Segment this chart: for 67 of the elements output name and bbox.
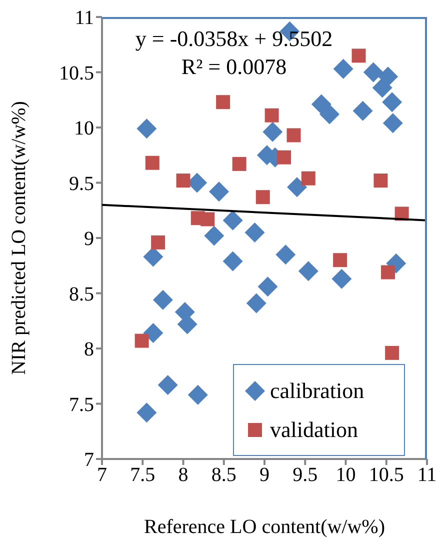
point — [332, 268, 352, 289]
point — [286, 128, 301, 142]
x-tick-label: 9.5 — [292, 464, 318, 486]
legend-label: calibration — [270, 378, 364, 404]
annotation: y = -0.0358x + 9.5502 — [134, 25, 334, 53]
annotation: R² = 0.0078 — [180, 53, 288, 81]
point — [298, 261, 318, 282]
x-tick-label: 10.5 — [368, 464, 404, 486]
point — [136, 118, 157, 139]
point — [385, 346, 400, 360]
point — [333, 253, 348, 268]
point — [246, 293, 266, 314]
point — [136, 402, 157, 423]
point — [374, 174, 388, 188]
x-tick-label: 7.5 — [130, 464, 156, 486]
point — [287, 177, 307, 198]
point — [311, 94, 332, 114]
point — [204, 226, 224, 246]
point — [277, 150, 291, 164]
x-axis-title: Reference LO content(w/w%) — [144, 516, 385, 538]
y-tick-label: 7 — [84, 449, 94, 472]
x-tick-label: 11 — [417, 464, 437, 486]
point — [158, 374, 178, 395]
point — [222, 210, 243, 230]
point — [382, 92, 402, 112]
point — [176, 174, 190, 188]
point — [301, 171, 316, 186]
y-tick-label: 7.5 — [69, 394, 94, 416]
point — [262, 122, 283, 142]
point — [232, 156, 246, 171]
point — [382, 113, 403, 134]
point — [363, 62, 384, 82]
point — [188, 384, 208, 405]
y-tick-label: 10.5 — [59, 62, 94, 84]
x-tick-label: 10 — [336, 464, 356, 486]
y-tick-label: 8 — [84, 338, 94, 361]
point — [216, 95, 230, 110]
point — [256, 190, 270, 204]
point — [264, 108, 279, 122]
point — [320, 104, 340, 124]
y-tick-label: 10 — [74, 118, 94, 140]
point — [244, 222, 265, 242]
y-tick-label: 11 — [74, 7, 94, 30]
x-tick-label: 8 — [178, 464, 188, 486]
legend-label: validation — [270, 416, 358, 442]
point — [209, 182, 229, 202]
point — [134, 334, 149, 348]
y-tick-label: 9.5 — [69, 172, 94, 195]
point — [143, 323, 164, 344]
point — [352, 100, 373, 121]
point — [152, 290, 173, 310]
point — [258, 276, 278, 297]
y-axis-title: NIR predicted LO content(w/w%) — [8, 101, 30, 375]
x-tick-label: 9 — [260, 464, 270, 486]
point — [222, 251, 243, 272]
point — [372, 78, 392, 98]
point — [333, 58, 354, 79]
point — [276, 244, 296, 265]
x-tick-label: 8.5 — [211, 464, 236, 486]
y-tick-label: 9 — [84, 228, 94, 250]
point — [151, 235, 166, 250]
point — [143, 246, 164, 267]
y-tick-label: 8.5 — [69, 283, 94, 306]
point — [352, 48, 366, 63]
point — [200, 212, 215, 226]
point — [145, 156, 160, 170]
point — [381, 265, 395, 280]
